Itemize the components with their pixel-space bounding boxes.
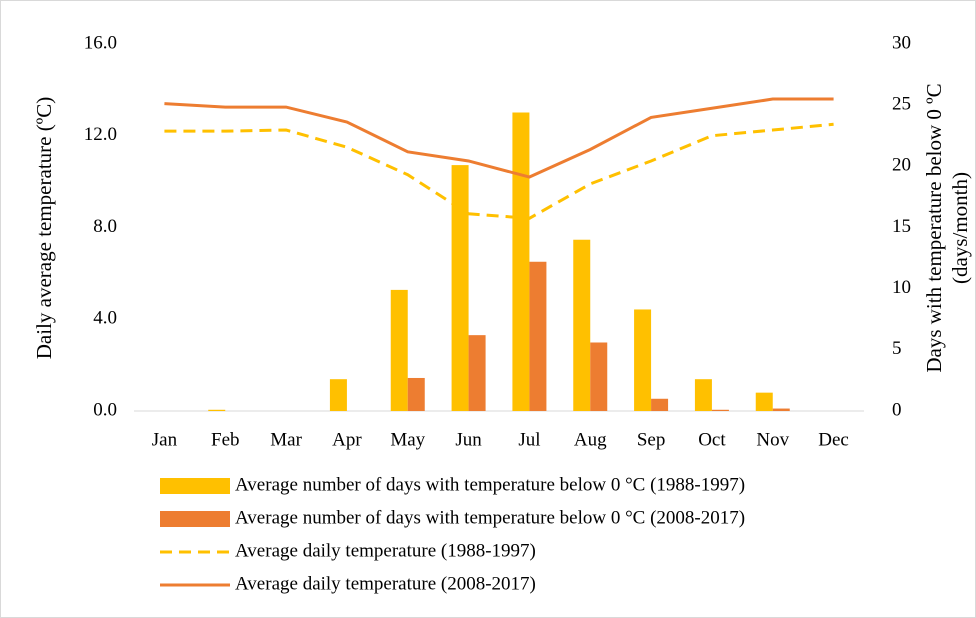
legend-label: Average number of days with temperature …: [235, 474, 745, 495]
x-tick-label: Jul: [518, 429, 540, 450]
bar: [694, 379, 712, 411]
y2-tick-label: 10: [892, 277, 911, 298]
bar: [329, 379, 347, 411]
y2-axis-label: (days/month): [948, 172, 972, 284]
x-tick-label: Sep: [637, 429, 666, 450]
x-tick-label: Apr: [332, 429, 362, 450]
y-tick-label: 0.0: [93, 399, 117, 420]
y2-tick-label: 15: [892, 216, 911, 237]
line: [164, 122, 834, 220]
x-tick-label: Dec: [818, 429, 849, 450]
y2-tick-label: 30: [892, 32, 911, 53]
y-tick-label: 12.0: [84, 124, 117, 145]
x-tick-label: Mar: [270, 429, 302, 450]
bar: [573, 239, 591, 411]
y2-axis-label: Days with temperature below 0 ºC: [922, 83, 946, 372]
bar: [634, 309, 652, 411]
x-tick-label: Jun: [455, 429, 482, 450]
y-tick-label: 16.0: [84, 32, 117, 53]
y-tick-label: 8.0: [93, 216, 117, 237]
bar: [407, 377, 425, 411]
bar: [651, 398, 669, 411]
legend-label: Average number of days with temperature …: [235, 507, 745, 528]
bar: [512, 112, 530, 412]
legend-swatch: [160, 511, 230, 527]
bar: [755, 392, 773, 411]
x-tick-label: Aug: [574, 429, 607, 450]
legend-label: Average daily temperature (1988-1997): [235, 540, 536, 561]
x-tick-label: Jan: [152, 429, 178, 450]
y-axis-label: Daily average temperature (ºC): [32, 97, 56, 359]
bar: [711, 409, 729, 411]
x-tick-label: Feb: [211, 429, 240, 450]
bar: [208, 409, 226, 411]
y2-tick-label: 5: [892, 338, 902, 359]
x-tick-label: Nov: [756, 429, 789, 450]
bar: [529, 261, 547, 411]
line: [164, 97, 834, 179]
bar: [468, 335, 486, 411]
x-tick-label: Oct: [698, 429, 726, 450]
bar: [451, 165, 469, 411]
bar: [390, 289, 408, 411]
y2-tick-label: 0: [892, 399, 902, 420]
legend-swatch: [160, 478, 230, 494]
y-tick-label: 4.0: [93, 308, 117, 329]
y2-tick-label: 25: [892, 94, 911, 115]
bar: [590, 342, 608, 411]
legend-label: Average daily temperature (2008-2017): [235, 573, 536, 594]
x-tick-label: May: [390, 429, 425, 450]
bar: [772, 408, 790, 411]
y2-tick-label: 20: [892, 155, 911, 176]
